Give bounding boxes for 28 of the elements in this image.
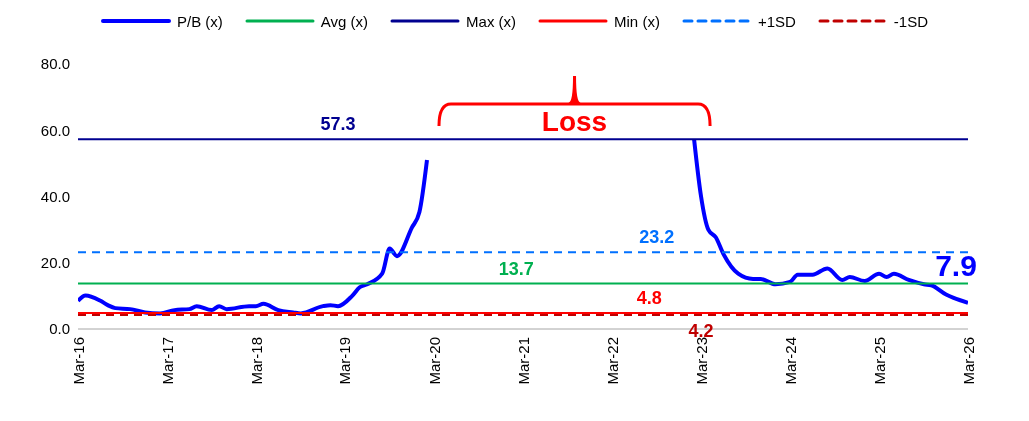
annotation: 57.3 [320, 114, 356, 135]
x-tick-label: Mar-24 [781, 337, 799, 385]
legend-label: -1SD [893, 12, 929, 30]
legend-label: Max (x) [466, 12, 517, 30]
annotation: 7.9 [935, 248, 977, 282]
x-tick-label: Mar-17 [158, 337, 176, 385]
x-tick-label: Mar-22 [603, 337, 621, 385]
legend-label: P/B (x) [176, 12, 223, 30]
annotation: 4.8 [636, 288, 662, 309]
y-tick-label: 80.0 [40, 55, 70, 73]
y-tick-label: 60.0 [40, 121, 70, 139]
y-tick-label: 0.0 [49, 320, 70, 338]
y-tick-label: 40.0 [40, 187, 70, 205]
x-tick-label: Mar-25 [870, 337, 888, 385]
x-tick-label: Mar-23 [692, 337, 710, 385]
legend-label: Avg (x) [320, 12, 369, 30]
x-tick-label: Mar-20 [425, 337, 443, 385]
y-tick-label: 20.0 [40, 254, 70, 272]
x-tick-label: Mar-18 [247, 337, 265, 385]
x-tick-label: Mar-16 [69, 337, 87, 385]
annotation: 13.7 [498, 258, 534, 279]
legend-label: Min (x) [614, 12, 660, 30]
x-tick-label: Mar-21 [514, 337, 532, 385]
annotation: Loss [541, 106, 608, 137]
x-tick-label: Mar-19 [336, 337, 354, 385]
legend-label: +1SD [757, 12, 796, 30]
annotation: 23.2 [639, 227, 675, 248]
x-tick-label: Mar-26 [959, 337, 977, 385]
